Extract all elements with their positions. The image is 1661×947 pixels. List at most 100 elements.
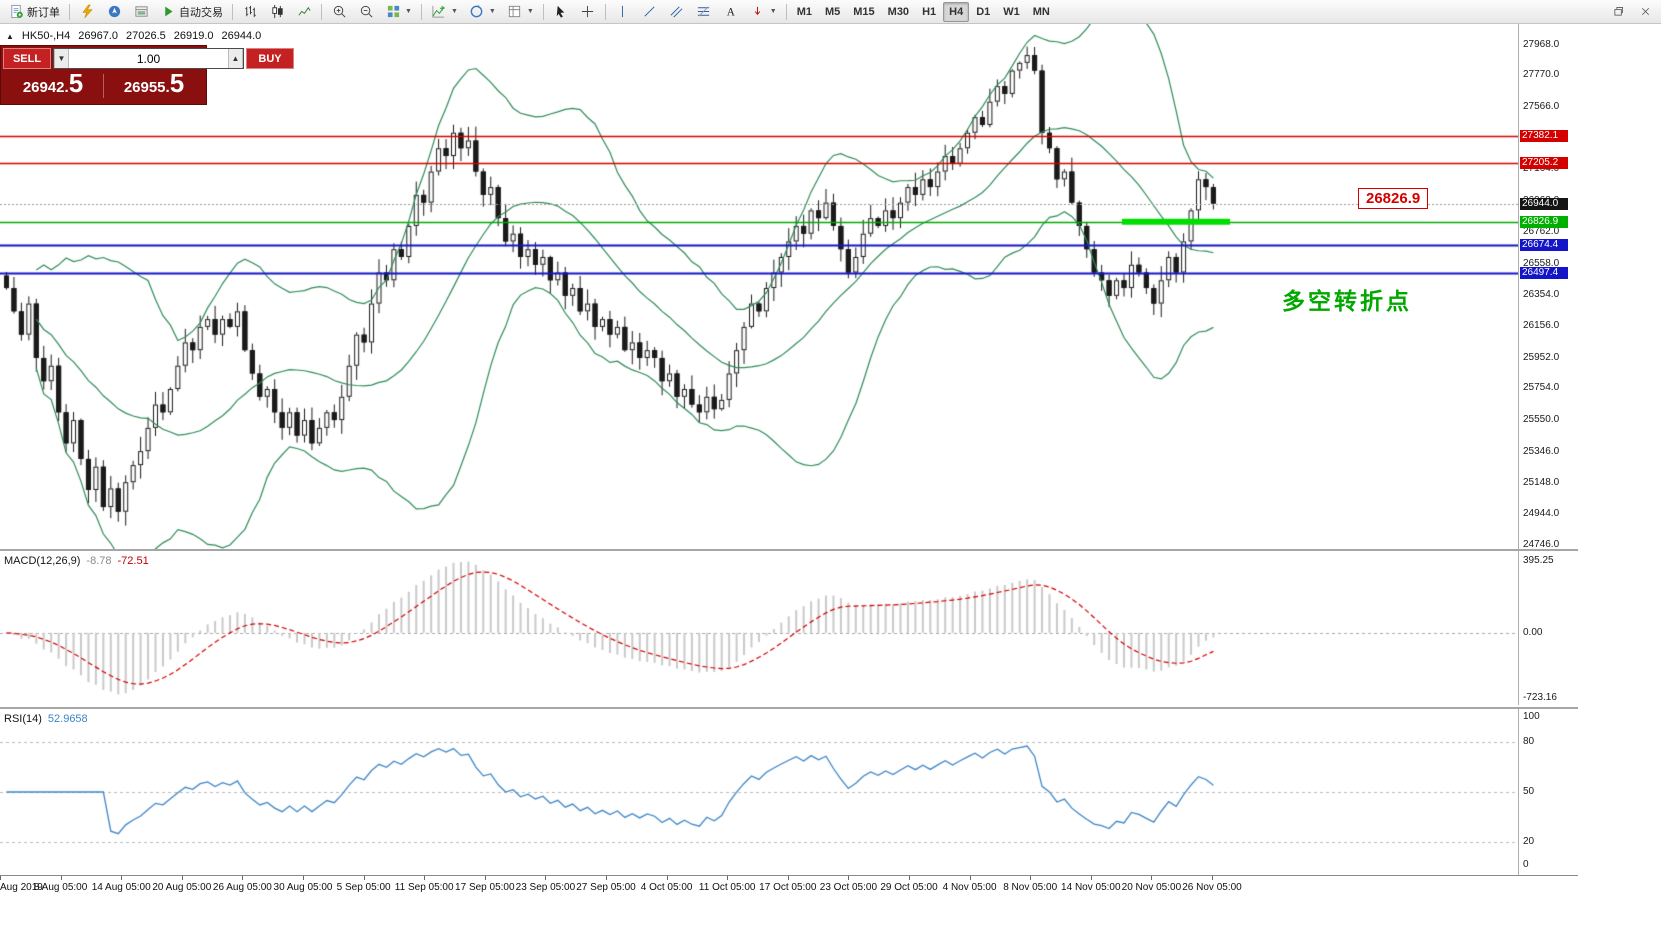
terminal-icon — [133, 4, 149, 20]
vertical-line-icon — [615, 4, 631, 20]
turning-point-annotation: 多空转折点 — [1282, 288, 1412, 314]
time-axis-label: 26 Aug 05:00 — [212, 882, 272, 893]
tile-windows-icon — [385, 4, 401, 20]
timeframe-w1-button[interactable]: W1 — [997, 2, 1026, 22]
timeframe-d1-button[interactable]: D1 — [970, 2, 996, 22]
sell-button[interactable]: SELL — [3, 48, 51, 69]
restore-chart-button[interactable] — [1605, 2, 1631, 22]
indicators-button[interactable]: ▼ — [426, 2, 463, 22]
time-axis-label: 30 Aug 05:00 — [273, 882, 333, 893]
volume-input[interactable] — [69, 49, 228, 68]
rsi-axis-label: 100 — [1523, 711, 1540, 722]
fibonacci-tool-button[interactable] — [691, 2, 717, 22]
templates-button[interactable]: ▼ — [502, 2, 539, 22]
macd-axis-label: 0.00 — [1523, 626, 1543, 638]
bars-chart-button[interactable] — [237, 2, 263, 22]
vertical-line-tool-button[interactable] — [610, 2, 636, 22]
price-axis-label: 25148.0 — [1523, 476, 1560, 488]
rsi-value: 52.9658 — [47, 713, 88, 725]
volume-increase-button[interactable]: ▲ — [228, 49, 243, 68]
price-axis-label: 26762.0 — [1523, 225, 1560, 237]
price-axis-label: 24944.0 — [1523, 508, 1560, 520]
time-tick — [484, 876, 486, 880]
line-chart-button[interactable] — [291, 2, 317, 22]
quotes-button[interactable] — [74, 2, 100, 22]
macd-canvas[interactable] — [0, 551, 1518, 705]
buy-price[interactable]: 26955.5 — [104, 68, 204, 103]
sell-price[interactable]: 26942.5 — [3, 68, 103, 103]
zoom-in-button[interactable] — [326, 2, 352, 22]
time-axis-label: 8 Aug 05:00 — [33, 882, 88, 893]
terminal-button[interactable] — [128, 2, 154, 22]
price-axis-label: 27770.0 — [1523, 69, 1560, 81]
arrow-tool-icon — [750, 4, 766, 20]
candlestick-chart-button[interactable] — [264, 2, 290, 22]
macd-axis[interactable]: 395.25 0.00 -723.16 — [1518, 551, 1578, 705]
timeframe-m5-button[interactable]: M5 — [819, 2, 846, 22]
price-axis-label: 27566.0 — [1523, 100, 1560, 112]
zoom-out-button[interactable] — [353, 2, 379, 22]
trendline-tool-button[interactable] — [637, 2, 663, 22]
buy-price-main: 26955. — [123, 79, 170, 96]
time-axis-label: 27 Sep 05:00 — [576, 882, 636, 893]
timeframe-h4-button[interactable]: H4 — [943, 1, 970, 22]
rsi-name: RSI(14) — [4, 713, 42, 725]
text-tool-button[interactable]: A — [718, 2, 744, 22]
time-axis-label: 8 Nov 05:00 — [1003, 882, 1058, 893]
timeframe-h1-button[interactable]: H1 — [916, 2, 942, 22]
sell-price-pip: 5 — [68, 68, 84, 98]
main-chart-canvas[interactable] — [0, 24, 1518, 549]
svg-text:A: A — [727, 6, 736, 18]
cursor-tool-button[interactable] — [548, 2, 574, 22]
time-tick — [545, 876, 547, 880]
timeframe-m1-button[interactable]: M1 — [791, 2, 818, 22]
close-chart-button[interactable] — [1632, 2, 1658, 22]
buy-button[interactable]: BUY — [246, 48, 294, 69]
timeframe-m30-button[interactable]: M30 — [882, 2, 915, 22]
timeframe-m15-button[interactable]: M15 — [847, 2, 880, 22]
cycles-button[interactable]: ▼ — [464, 2, 501, 22]
auto-trading-button[interactable]: 自动交易 — [155, 2, 228, 22]
up-triangle-icon: ▲ — [6, 31, 14, 41]
time-axis-label: 26 Nov 05:00 — [1182, 882, 1242, 893]
dropdown-caret-icon: ▼ — [450, 8, 458, 15]
auto-trading-icon — [160, 4, 176, 20]
time-tick — [787, 876, 789, 880]
tile-windows-button[interactable]: ▼ — [380, 2, 417, 22]
bars-chart-icon — [242, 4, 258, 20]
navigator-button[interactable] — [101, 2, 127, 22]
buy-price-pip: 5 — [169, 68, 185, 98]
price-axis-label: 25550.0 — [1523, 414, 1560, 426]
ohlc-header: ▲ HK50-,H4 26967.0 27026.5 26919.0 26944… — [6, 30, 261, 42]
macd-axis-label: -723.16 — [1523, 692, 1557, 703]
rsi-axis-label: 50 — [1523, 786, 1535, 797]
time-axis[interactable]: Aug 2019 8 Aug 05:00 14 Aug 05:00 20 Aug 05… — [0, 876, 1578, 906]
price-tag: 27205.2 — [1520, 156, 1568, 169]
macd-main-value: -8.78 — [86, 555, 112, 567]
time-axis-label: 11 Oct 05:00 — [698, 882, 756, 893]
rsi-canvas[interactable] — [0, 709, 1518, 875]
arrow-tool-button[interactable]: ▼ — [745, 2, 782, 22]
rsi-axis[interactable]: 100 80 50 20 0 — [1518, 709, 1578, 875]
rsi-label: RSI(14) 52.9658 — [4, 713, 88, 725]
price-axis-label: 26156.0 — [1523, 319, 1560, 331]
price-tag: 26826.9 — [1520, 215, 1568, 228]
volume-decrease-button[interactable]: ▼ — [54, 49, 69, 68]
crosshair-tool-button[interactable] — [575, 2, 601, 22]
up-caret-icon: ▲ — [231, 53, 240, 63]
channel-tool-button[interactable] — [664, 2, 690, 22]
time-tick — [666, 876, 668, 880]
new-order-button[interactable]: 新订单 — [3, 2, 65, 22]
time-axis-label: 14 Nov 05:00 — [1061, 882, 1121, 893]
timeframe-mn-button[interactable]: MN — [1027, 2, 1056, 22]
line-chart-icon — [296, 4, 312, 20]
time-axis-label: 5 Sep 05:00 — [336, 882, 391, 893]
rsi-panel-splitter[interactable] — [0, 707, 1578, 709]
restore-window-icon — [1610, 4, 1626, 20]
macd-panel-splitter[interactable] — [0, 549, 1578, 551]
price-axis-label: 25754.0 — [1523, 382, 1560, 394]
price-axis-label: 25346.0 — [1523, 445, 1560, 457]
time-tick — [606, 876, 607, 880]
toolbar-separator — [420, 3, 422, 20]
price-axis[interactable]: 27968.027770.027566.027362.027164.026962… — [1518, 24, 1578, 550]
